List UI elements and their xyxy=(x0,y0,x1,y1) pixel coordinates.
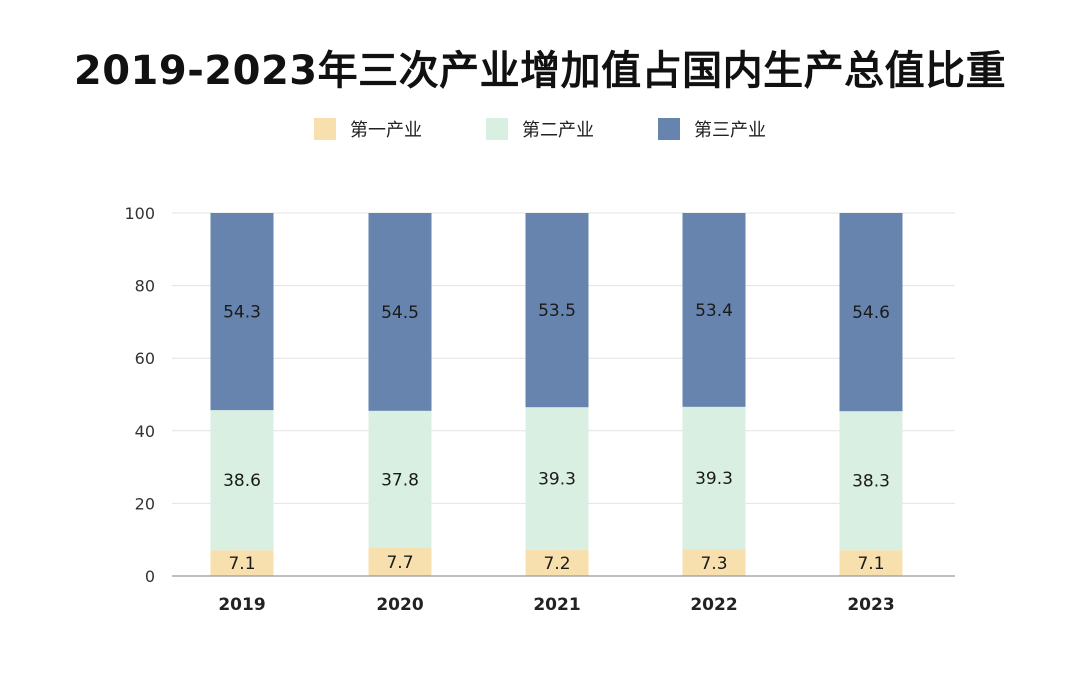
bar-2019-series-1 xyxy=(210,550,274,576)
data-label-2022-series-2: 39.3 xyxy=(695,469,733,489)
bar-2022-series-2 xyxy=(682,406,746,550)
chart-title: 2019-2023年三次产业增加值占国内生产总值比重 xyxy=(73,48,1007,94)
legend-swatch-secondary xyxy=(486,118,508,140)
y-tick-label-80: 80 xyxy=(135,277,155,296)
legend-label-secondary: 第二产业 xyxy=(522,120,594,141)
bar-2023-series-1 xyxy=(839,550,903,576)
legend: 第一产业 第二产业 第三产业 xyxy=(0,116,1080,142)
y-tick-label-100: 100 xyxy=(124,204,155,223)
legend-item-tertiary: 第三产业 xyxy=(658,116,766,142)
legend-label-tertiary: 第三产业 xyxy=(694,120,766,141)
data-label-2023-series-3: 54.6 xyxy=(852,303,890,323)
data-label-2021-series-3: 53.5 xyxy=(538,301,576,321)
legend-label-primary: 第一产业 xyxy=(350,120,422,141)
bar-2023-series-3 xyxy=(839,213,903,412)
x-tick-label-2021: 2021 xyxy=(533,595,580,615)
data-label-2020-series-2: 37.8 xyxy=(381,470,419,490)
bar-2020-series-1 xyxy=(368,548,432,576)
x-tick-label-2023: 2023 xyxy=(847,595,894,615)
x-tick-label-2022: 2022 xyxy=(690,595,737,615)
data-label-2019-series-2: 38.6 xyxy=(223,471,261,491)
bar-2022-series-1 xyxy=(682,549,746,576)
legend-item-secondary: 第二产业 xyxy=(486,116,594,142)
y-tick-label-20: 20 xyxy=(135,494,155,513)
data-label-2023-series-1: 7.1 xyxy=(857,554,884,574)
bar-2021-series-2 xyxy=(525,407,589,550)
x-tick-label-2020: 2020 xyxy=(376,595,423,615)
bar-2019-series-2 xyxy=(210,410,274,551)
x-tick-label-2019: 2019 xyxy=(218,595,265,615)
data-label-2020-series-1: 7.7 xyxy=(386,553,413,573)
bar-2022-series-3 xyxy=(682,213,746,407)
bar-2019-series-3 xyxy=(210,213,274,411)
legend-item-primary: 第一产业 xyxy=(314,116,422,142)
data-label-2019-series-1: 7.1 xyxy=(228,554,255,574)
legend-swatch-primary xyxy=(314,118,336,140)
data-label-2021-series-1: 7.2 xyxy=(543,554,570,574)
y-tick-label-40: 40 xyxy=(135,422,155,441)
data-label-2019-series-3: 54.3 xyxy=(223,303,261,323)
y-tick-label-60: 60 xyxy=(135,349,155,368)
data-label-2020-series-3: 54.5 xyxy=(381,303,419,323)
data-label-2022-series-1: 7.3 xyxy=(700,554,727,574)
bar-2021-series-3 xyxy=(525,213,589,408)
legend-swatch-tertiary xyxy=(658,118,680,140)
y-tick-label-0: 0 xyxy=(145,567,155,586)
data-label-2021-series-2: 39.3 xyxy=(538,470,576,490)
bar-2023-series-2 xyxy=(839,411,903,551)
data-label-2023-series-2: 38.3 xyxy=(852,472,890,492)
bar-2020-series-3 xyxy=(368,213,432,411)
bar-2021-series-1 xyxy=(525,549,589,576)
bar-2020-series-2 xyxy=(368,410,432,549)
data-label-2022-series-3: 53.4 xyxy=(695,301,733,321)
